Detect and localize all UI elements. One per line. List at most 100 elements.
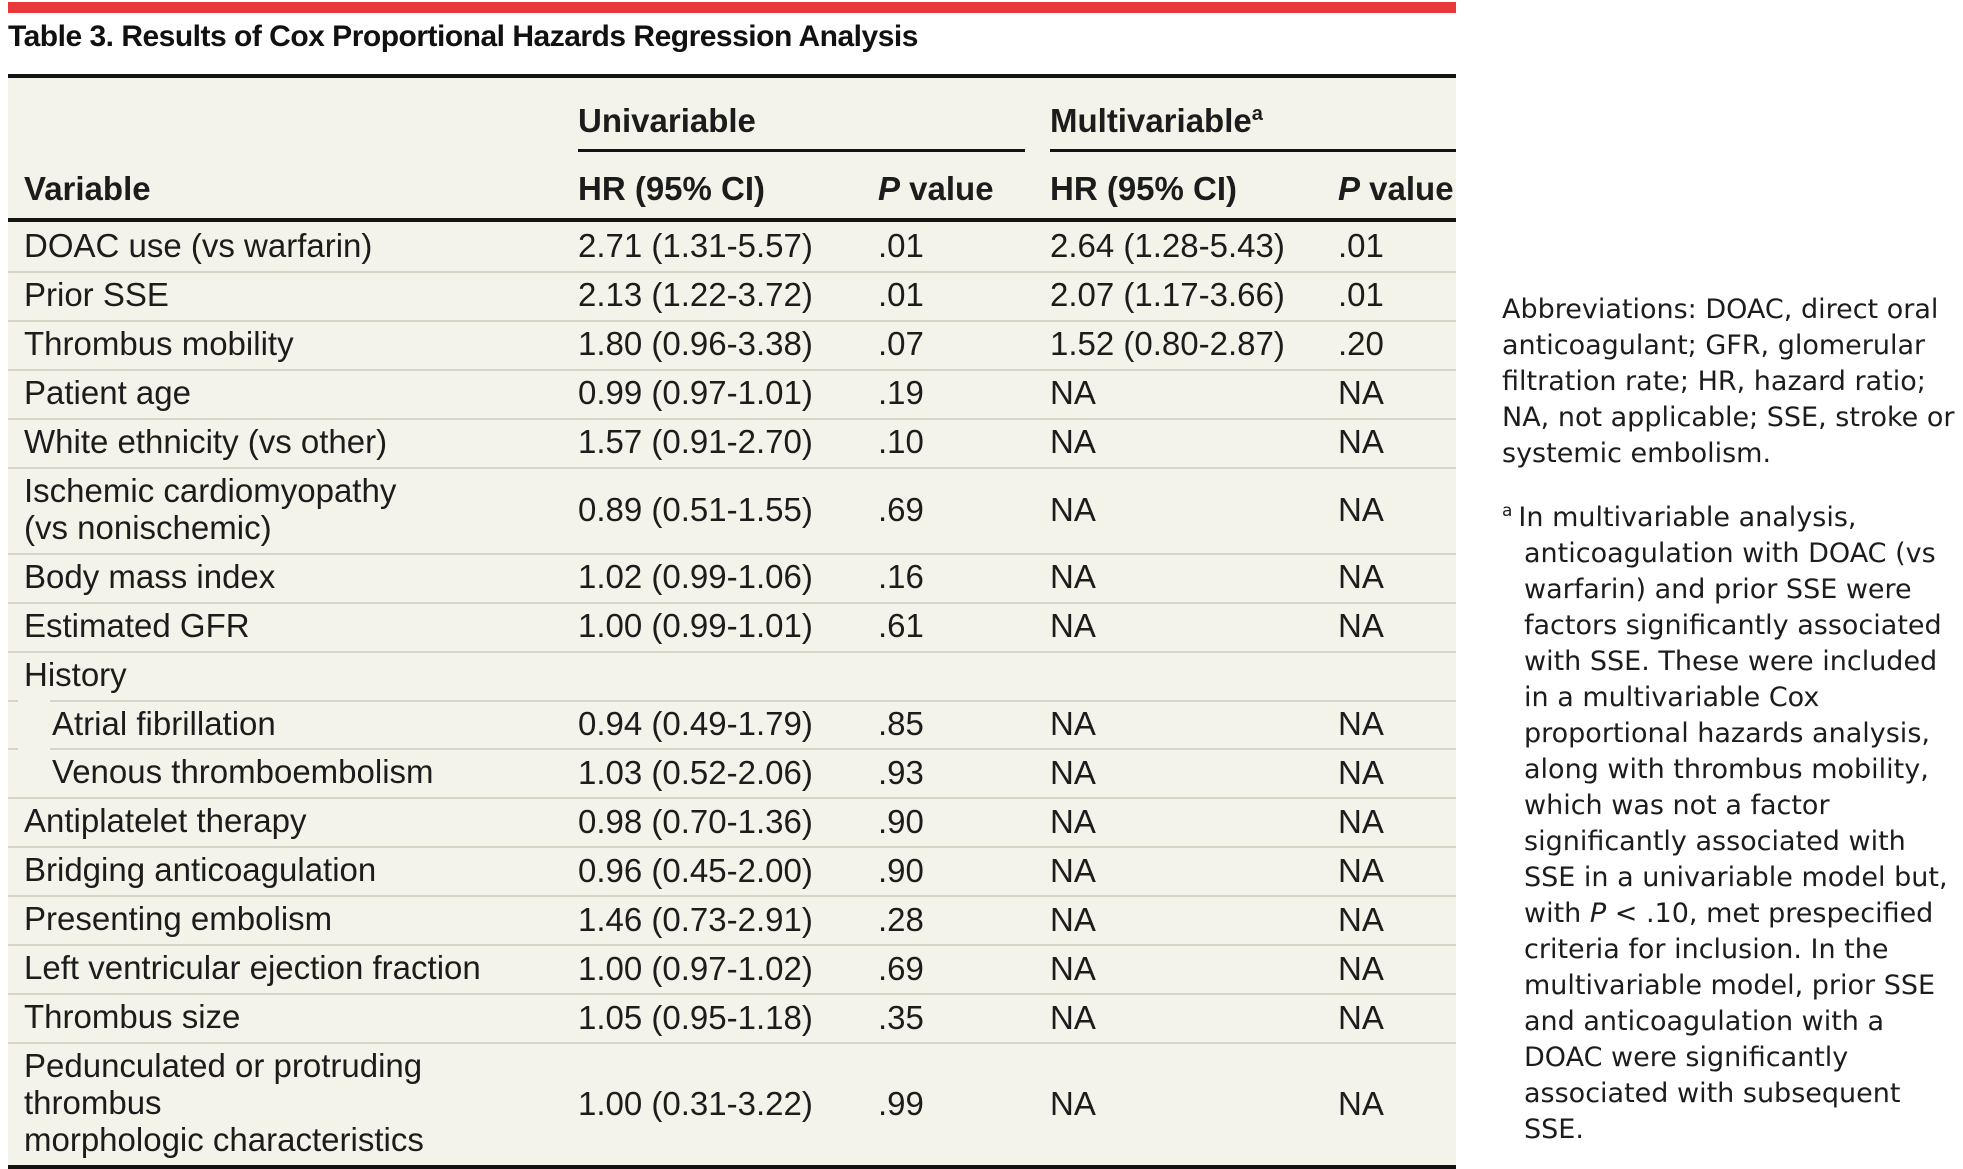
multivariable-hr-value: NA [1050,705,1096,742]
row-variable-label: White ethnicity (vs other) [24,422,388,460]
univariable-p-value: .10 [878,423,924,461]
univariable-p-value: .35 [878,998,924,1036]
multivariable-hr-value: NA [1050,1084,1096,1122]
column-header-multivariable-hr: HR (95% CI) [1050,170,1238,207]
univariable-p-value: .99 [878,1084,924,1122]
multivariable-p-value: NA [1338,851,1384,889]
table-group-header-row: Univariable Multivariablea [8,78,1456,152]
column-header-multivariable-p: P value [1328,170,1456,218]
column-header-univariable-p: P value [870,170,1040,218]
univariable-hr-value: 1.00 (0.97-1.02) [578,949,813,987]
multivariable-hr-value: 2.64 (1.28-5.43) [1050,227,1285,265]
row-variable-label: Bridging anticoagulation [24,851,377,889]
table-row: Estimated GFR 1.00 (0.99-1.01) .61 NA NA [8,601,1456,651]
univariable-p-value: .16 [878,558,924,596]
multivariable-hr-value: NA [1050,900,1096,938]
table-row: Thrombus size 1.05 (0.95-1.18) .35 NA NA [8,993,1456,1042]
footnote-a: a In multivariable analysis, anticoagulat… [1502,500,1963,1148]
cox-regression-table: Univariable Multivariablea Variable HR (… [8,74,1456,1169]
group-header-univariable: Univariable [570,102,1040,152]
multivariable-p-value: NA [1338,423,1384,461]
multivariable-hr-value: NA [1050,949,1096,987]
univariable-hr-value: 1.02 (0.99-1.06) [578,558,813,596]
univariable-hr-value: 1.80 (0.96-3.38) [578,325,813,363]
univariable-hr-value: 1.46 (0.73-2.91) [578,900,813,938]
multivariable-p-value: NA [1338,998,1384,1036]
table-row: History [8,650,1456,700]
univariable-p-value: .85 [878,705,924,742]
multivariable-p-value: NA [1338,753,1384,791]
row-variable-label: DOAC use (vs warfarin) [24,227,373,264]
univariable-hr-value: 1.00 (0.99-1.01) [578,607,813,645]
univariable-hr-value: 1.00 (0.31-3.22) [578,1084,813,1122]
multivariable-hr-value: NA [1050,558,1096,596]
p-rest: value [900,170,994,207]
univariable-hr-value: 0.98 (0.70-1.36) [578,802,813,840]
univariable-p-value: .01 [878,227,924,265]
univariable-p-value [870,651,1040,700]
univariable-p-value: .01 [878,276,924,314]
column-header-variable: Variable [24,170,151,207]
univariable-hr-value: 1.05 (0.95-1.18) [578,998,813,1036]
table-title: Table 3. Results of Cox Proportional Haz… [8,20,918,53]
table-row: Body mass index 1.02 (0.99-1.06) .16 NA … [8,552,1456,602]
multivariable-hr-value: NA [1050,802,1096,840]
univariable-hr-value: 2.13 (1.22-3.72) [578,276,813,314]
table-body: DOAC use (vs warfarin) 2.71 (1.31-5.57) … [8,222,1456,1165]
univariable-hr-value [570,651,870,700]
multivariable-p-value: NA [1338,490,1384,528]
univariable-hr-value: 1.57 (0.91-2.70) [578,423,813,461]
univariable-hr-value: 0.89 (0.51-1.55) [578,490,813,528]
multivariable-hr-value: NA [1050,423,1096,461]
multivariable-p-value: .01 [1338,276,1384,314]
univariable-p-value: .69 [878,949,924,987]
table-footnotes: Abbreviations: DOAC, direct oral anticoa… [1502,292,1963,1148]
group-header-spacer [8,140,570,152]
univariable-label: Univariable [578,102,756,139]
row-variable-label: History [24,655,127,693]
multivariable-p-value: NA [1338,900,1384,938]
footnote-a-marker-superscript: a [1251,103,1263,125]
row-variable-label: Prior SSE [24,275,169,313]
univariable-hr-value: 0.99 (0.97-1.01) [578,374,813,412]
column-header-univariable-hr: HR (95% CI) [578,170,766,207]
jama-red-accent-bar [8,2,1456,13]
table-row: Prior SSE 2.13 (1.22-3.72) .01 2.07 (1.1… [8,270,1456,320]
table-row: Presenting embolism 1.46 (0.73-2.91) .28… [8,895,1456,944]
multivariable-p-value: NA [1338,374,1384,412]
table-row: Patient age 0.99 (0.97-1.01) .19 NA NA [8,368,1456,418]
multivariable-p-value: NA [1338,558,1384,596]
univariable-p-value: .93 [878,753,924,791]
table-column-header-row: Variable HR (95% CI) P value HR (95% CI)… [8,152,1456,222]
univariable-hr-value: 0.94 (0.49-1.79) [578,705,813,742]
table-row: Ischemic cardiomyopathy (vs nonischemic)… [8,466,1456,553]
multivariable-label: Multivariable [1050,102,1252,139]
row-variable-label: Left ventricular ejection fraction [24,949,481,987]
multivariable-hr-value: 1.52 (0.80-2.87) [1050,325,1285,363]
abbreviations-note: Abbreviations: DOAC, direct oral anticoa… [1502,294,1955,469]
table-row: Antiplatelet therapy 0.98 (0.70-1.36) .9… [8,797,1456,846]
row-variable-label: Estimated GFR [24,606,250,644]
univariable-p-value: .90 [878,802,924,840]
univariable-hr-value: 2.71 (1.31-5.57) [578,227,813,265]
multivariable-hr-value: NA [1050,753,1096,791]
row-variable-label: Body mass index [24,557,276,595]
row-variable-label: Atrial fibrillation [52,704,276,742]
multivariable-p-value: NA [1338,1084,1384,1122]
footnote-a-marker: a [1502,501,1513,521]
univariable-p-value: .19 [878,374,924,412]
univariable-p-value: .90 [878,851,924,889]
p-italic: P [878,170,901,207]
multivariable-p-value: NA [1338,802,1384,840]
multivariable-p-value: NA [1338,949,1384,987]
table-row: Pedunculated or protruding thrombus morp… [8,1042,1456,1165]
multivariable-p-value: NA [1338,705,1384,742]
multivariable-hr-value: NA [1050,851,1096,889]
multivariable-p-value: NA [1338,607,1384,645]
table-row: DOAC use (vs warfarin) 2.71 (1.31-5.57) … [8,222,1456,271]
univariable-p-value: .28 [878,900,924,938]
row-variable-label: Pedunculated or protruding thrombus morp… [24,1047,424,1159]
p-italic: P [1338,170,1361,207]
multivariable-p-value: .01 [1338,227,1384,265]
group-header-multivariable: Multivariablea [1040,102,1456,152]
